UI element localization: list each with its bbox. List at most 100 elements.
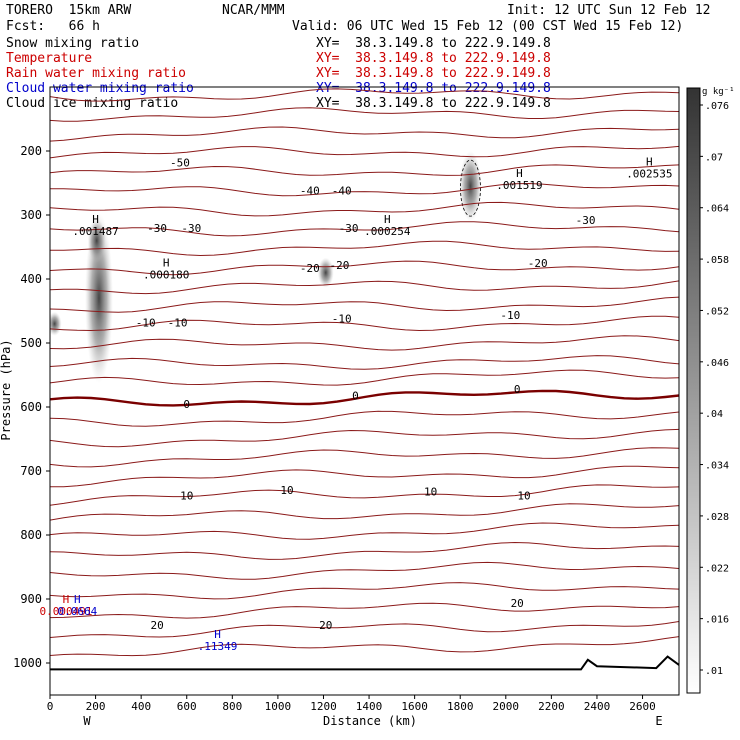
isotherm-line	[50, 221, 679, 237]
isotherm-label: -30	[181, 222, 201, 235]
isotherm-label: 20	[150, 619, 163, 632]
y-tick-label: 900	[20, 592, 42, 606]
y-tick-label: 300	[20, 208, 42, 222]
max-marker-h: H	[384, 213, 391, 226]
pressure-axis: 200 300 400 500 600 700 800 900 1000	[13, 144, 50, 670]
legend-label-temperature: Temperature	[6, 51, 93, 66]
x-tick-label: 2200	[538, 700, 565, 713]
forecast-hour: Fcst: 66 h	[6, 19, 100, 34]
isotherm-line	[50, 369, 679, 386]
isotherm-label: -10	[136, 317, 156, 330]
legend-label-snow: Snow mixing ratio	[6, 36, 140, 51]
isotherm-line	[50, 126, 679, 142]
colorbar: .01 .016 .022 .028 .034 .04 .046 .052 .058 .064 .0…	[686, 87, 735, 694]
isotherm-line	[50, 621, 679, 638]
max-marker-h: H	[163, 257, 170, 270]
x-tick-label: 2400	[584, 700, 611, 713]
isotherm-label: -40	[300, 185, 320, 198]
isotherm-line	[50, 296, 679, 313]
x-tick-label: 0	[47, 700, 54, 713]
west-endpoint-label: W	[83, 714, 91, 728]
isotherm-label: -40	[332, 185, 352, 198]
y-axis-title: Pressure (hPa)	[0, 339, 13, 440]
isotherm-label: -20	[528, 257, 548, 270]
colorbar-tick-label: .034	[705, 461, 729, 472]
isotherm-line	[50, 164, 679, 176]
y-tick-label: 1000	[13, 656, 42, 670]
max-marker-value: .000180	[143, 269, 189, 282]
colorbar-unit: g kg⁻¹	[702, 87, 735, 97]
y-tick-label: 600	[20, 400, 42, 414]
x-tick-label: 200	[86, 700, 106, 713]
east-endpoint-label: E	[655, 714, 662, 728]
isotherm-line	[50, 484, 679, 506]
isotherm-label: -20	[300, 262, 320, 275]
legend-label-rain: Rain water mixing ratio	[6, 66, 187, 81]
legend-xy-rain: XY= 38.3.149.8 to 222.9.149.8	[316, 66, 551, 81]
isotherm-line	[50, 465, 679, 488]
colorbar-tick-label: .016	[705, 615, 729, 626]
isotherm-labels: -50-40 -40-30 -30 -30-30-20 -20 -20-10 -10 -10-…	[136, 157, 596, 633]
isotherm-line	[50, 428, 679, 448]
x-tick-label: 600	[177, 700, 197, 713]
colorbar-tick-label: .07	[705, 152, 723, 163]
isotherm-line	[50, 315, 679, 332]
isotherm-label: -30	[576, 214, 596, 227]
isotherm-line	[50, 636, 679, 657]
x-tick-label: 1400	[356, 700, 383, 713]
plot-frame	[49, 86, 680, 696]
isotherm-line	[50, 107, 679, 122]
snow-mixing-ratio-shading	[50, 151, 482, 384]
isotherm-label: -30	[147, 222, 167, 235]
y-tick-label: 200	[20, 144, 42, 158]
isotherm-label: -20	[329, 259, 349, 272]
isotherm-label: 0	[514, 383, 521, 396]
colorbar-tick-label: .022	[705, 563, 729, 574]
x-tick-label: 2600	[629, 700, 656, 713]
max-marker-h: H	[646, 155, 653, 168]
isotherm-label: 10	[517, 489, 530, 502]
y-tick-label: 400	[20, 272, 42, 286]
isotherm-label: 10	[280, 484, 293, 497]
isotherm-label: -30	[339, 222, 359, 235]
valid-time: Valid: 06 UTC Wed 15 Feb 12 (00 CST Wed …	[292, 19, 684, 34]
maximum-markers: H.001487H.000180H.000254H.001519H.002535…	[39, 155, 672, 652]
legend-xy-temperature: XY= 38.3.149.8 to 222.9.149.8	[316, 51, 551, 66]
isotherm-label: -10	[332, 313, 352, 326]
isotherm-line	[50, 541, 679, 560]
x-tick-label: 1000	[265, 700, 292, 713]
colorbar-tick-label: .04	[705, 409, 723, 420]
y-tick-label: 800	[20, 528, 42, 542]
terrain-surface	[50, 655, 680, 671]
isotherm-label: -50	[170, 157, 190, 170]
colorbar-ramp	[686, 87, 701, 694]
isotherm-label: 10	[424, 485, 437, 498]
max-marker-h: H	[92, 213, 99, 226]
isotherm-line	[50, 561, 679, 580]
colorbar-tick-label: .046	[705, 358, 729, 369]
isotherm-label: 10	[180, 489, 193, 502]
max-marker-value: 0.0664	[57, 605, 97, 618]
max-marker-h: H	[74, 593, 81, 606]
max-marker-value: .002535	[626, 167, 672, 180]
max-marker-value: .001487	[72, 225, 118, 238]
snow-plume	[317, 257, 334, 288]
x-tick-label: 1200	[310, 700, 337, 713]
y-tick-label: 500	[20, 336, 42, 350]
max-marker-h: H	[63, 593, 70, 606]
colorbar-tick-label: .058	[705, 255, 729, 266]
max-marker-value: .11349	[198, 640, 238, 653]
isotherm-line	[50, 522, 679, 540]
colorbar-tick-label: .064	[705, 204, 729, 215]
isotherm-line	[50, 280, 679, 295]
y-tick-label: 700	[20, 464, 42, 478]
isotherm-line	[50, 355, 679, 370]
isotherm-line	[50, 201, 679, 217]
agency-label: NCAR/MMM	[222, 3, 285, 18]
legend-label-cloud-water: Cloud water mixing ratio	[6, 81, 194, 96]
isotherm-line	[50, 240, 679, 257]
x-tick-label: 800	[222, 700, 242, 713]
legend-xy-snow: XY= 38.3.149.8 to 222.9.149.8	[316, 36, 551, 51]
isotherm-line	[50, 447, 679, 468]
